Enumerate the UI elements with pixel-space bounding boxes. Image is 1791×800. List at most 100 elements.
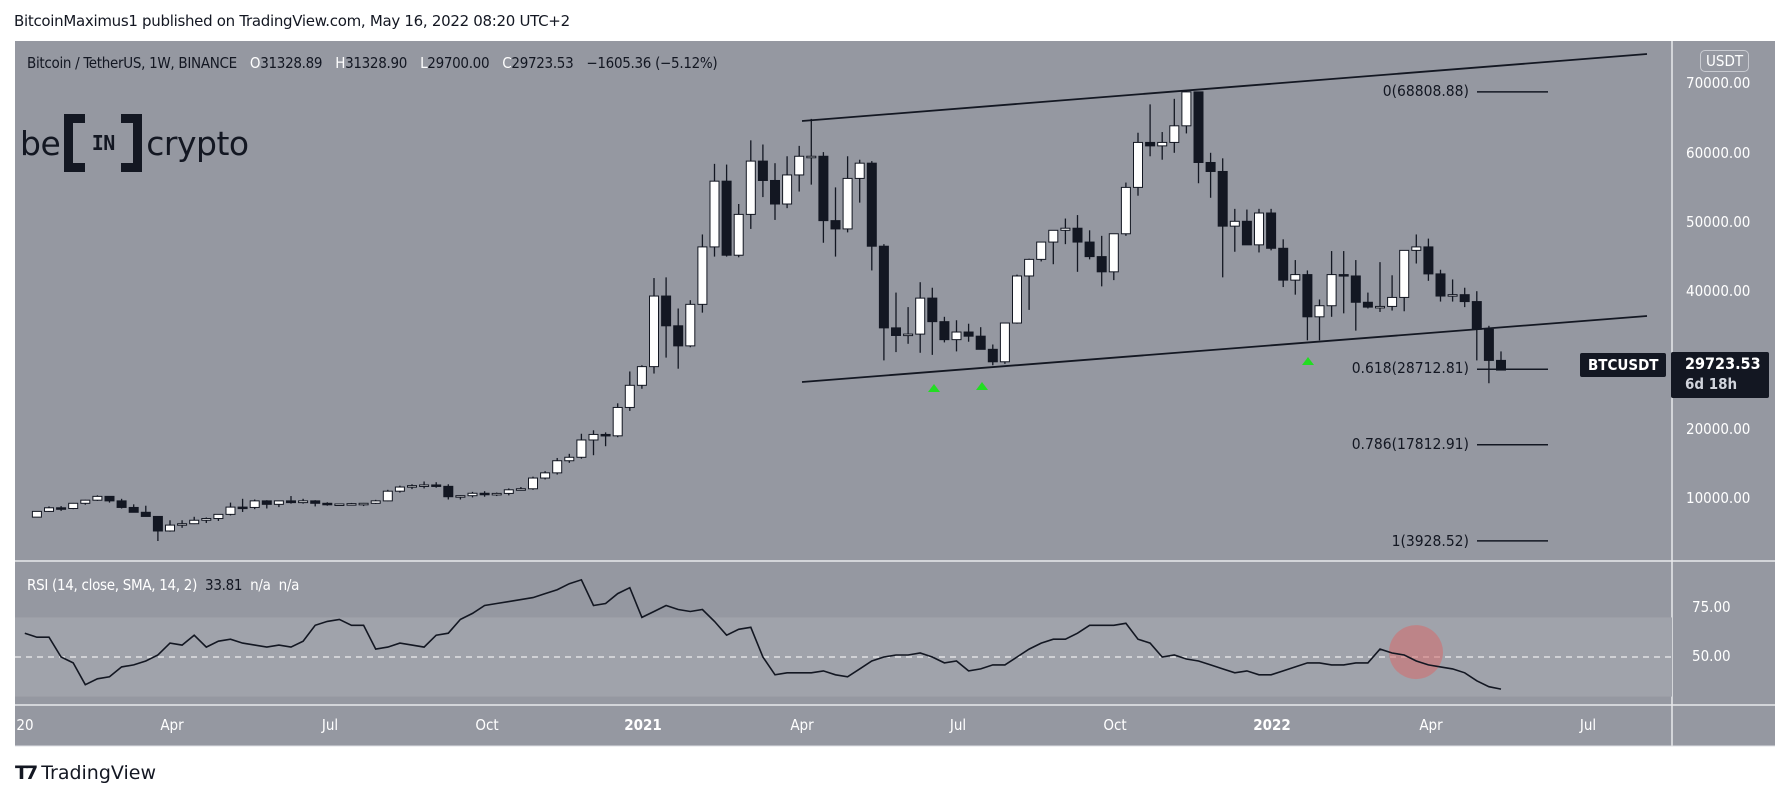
candle-down	[1496, 359, 1506, 371]
price-label: 70000.00	[1686, 74, 1751, 92]
time-label: Apr	[1419, 716, 1443, 734]
candle-up	[552, 460, 563, 474]
candle-up	[1169, 125, 1180, 143]
candle-up	[1133, 141, 1143, 188]
rsi-value: 33.81	[205, 576, 243, 594]
candle-down	[128, 506, 139, 513]
candle-down	[152, 515, 163, 532]
candle-down	[1072, 227, 1083, 243]
rsi-axis-label: 50.00	[1692, 647, 1731, 665]
candle-down	[140, 511, 151, 517]
fib-level-0618[interactable]: 0.618(28712.81)	[1351, 359, 1469, 377]
candle-up	[733, 213, 744, 256]
candle-up	[1120, 186, 1131, 235]
time-label: Apr	[790, 716, 814, 734]
candle-up	[165, 524, 175, 532]
symbol-title[interactable]: Bitcoin / TetherUS, 1W, BINANCE	[27, 54, 237, 72]
channel-support-line	[801, 315, 1648, 383]
candle-up	[1254, 212, 1264, 246]
candle-up	[358, 502, 369, 506]
rsi-title[interactable]: RSI (14, close, SMA, 14, 2)	[27, 576, 198, 594]
candle-down	[1217, 170, 1228, 227]
candle-down	[116, 500, 127, 508]
close-label: C	[502, 54, 512, 72]
candle-up	[44, 507, 54, 512]
bar-countdown: 6d 18h	[1685, 375, 1738, 393]
time-label: 20	[16, 716, 34, 734]
candle-up	[854, 162, 865, 179]
open-value: 31328.89	[260, 54, 323, 72]
candle-up	[1387, 296, 1398, 307]
rsi-legend: RSI (14, close, SMA, 14, 2) 33.81 n/a n/a	[27, 576, 299, 594]
candle-down	[237, 506, 248, 510]
candle-up	[370, 500, 381, 504]
candle-up	[709, 180, 720, 248]
candle-up	[346, 503, 357, 506]
candle-down	[261, 500, 272, 505]
candle-down	[1362, 301, 1373, 308]
time-label: Oct	[475, 716, 499, 734]
tradingview-brand: TradingView	[41, 762, 156, 784]
candle-up	[92, 495, 103, 501]
candle-down	[1471, 301, 1482, 330]
current-price: 29723.53	[1685, 354, 1761, 373]
green-arrow-up-icon	[928, 384, 940, 392]
candle-up	[1036, 241, 1047, 260]
candle-up	[903, 333, 914, 337]
close-value: 29723.53	[511, 54, 574, 72]
candle-up	[1375, 305, 1385, 309]
candle-up	[540, 472, 551, 479]
candle-down	[1145, 141, 1156, 147]
candle-down	[1302, 274, 1313, 318]
green-arrow-up-icon	[1302, 357, 1314, 365]
candle-down	[673, 325, 684, 347]
fib-level-0[interactable]: 0(68808.88)	[1382, 82, 1469, 100]
fib-level-1[interactable]: 1(3928.52)	[1391, 532, 1469, 550]
candle-down	[1459, 294, 1470, 303]
candle-up	[382, 490, 393, 502]
candle-up	[528, 477, 538, 490]
currency-button[interactable]: USDT	[1700, 50, 1750, 72]
price-label: 10000.00	[1686, 489, 1751, 507]
fib-level-0786[interactable]: 0.786(17812.91)	[1351, 435, 1469, 453]
candle-up	[407, 485, 417, 488]
candle-up	[951, 331, 962, 341]
channel-resistance-line	[801, 53, 1648, 122]
candle-down	[975, 335, 986, 350]
candle-up	[394, 486, 405, 492]
candle-up	[467, 492, 478, 497]
candle-up	[298, 500, 309, 504]
candle-up	[685, 303, 696, 347]
rsi-line	[24, 578, 1502, 690]
candle-up	[588, 433, 599, 441]
candle-up	[745, 160, 756, 215]
candle-up	[31, 510, 42, 518]
candle-down	[1241, 220, 1252, 246]
candle-down	[661, 295, 672, 327]
candle-down	[1266, 212, 1277, 249]
candle-up	[225, 506, 236, 515]
tradingview-logo[interactable]: T7 TradingView	[15, 762, 156, 784]
candle-down	[770, 179, 780, 205]
candle-up	[1157, 141, 1168, 147]
candle-down	[310, 500, 321, 504]
candle-up	[515, 488, 526, 491]
candle-up	[576, 439, 587, 458]
candle-up	[189, 519, 200, 525]
candle-down	[878, 245, 889, 329]
tradingview-mark-icon: T7	[15, 762, 38, 784]
candle-up	[1048, 229, 1059, 243]
rsi-bb-value: n/a	[278, 576, 300, 594]
high-value: 31328.90	[345, 54, 408, 72]
candle-up	[201, 518, 212, 521]
candle-down	[1350, 275, 1361, 303]
candle-down	[1483, 328, 1494, 361]
time-label: Jul	[1579, 716, 1597, 734]
time-label: Jul	[949, 716, 967, 734]
candle-up	[1024, 258, 1035, 277]
candle-down	[721, 180, 732, 256]
candle-up	[1399, 249, 1410, 298]
candle-up	[1411, 246, 1422, 251]
candle-up	[999, 322, 1010, 363]
